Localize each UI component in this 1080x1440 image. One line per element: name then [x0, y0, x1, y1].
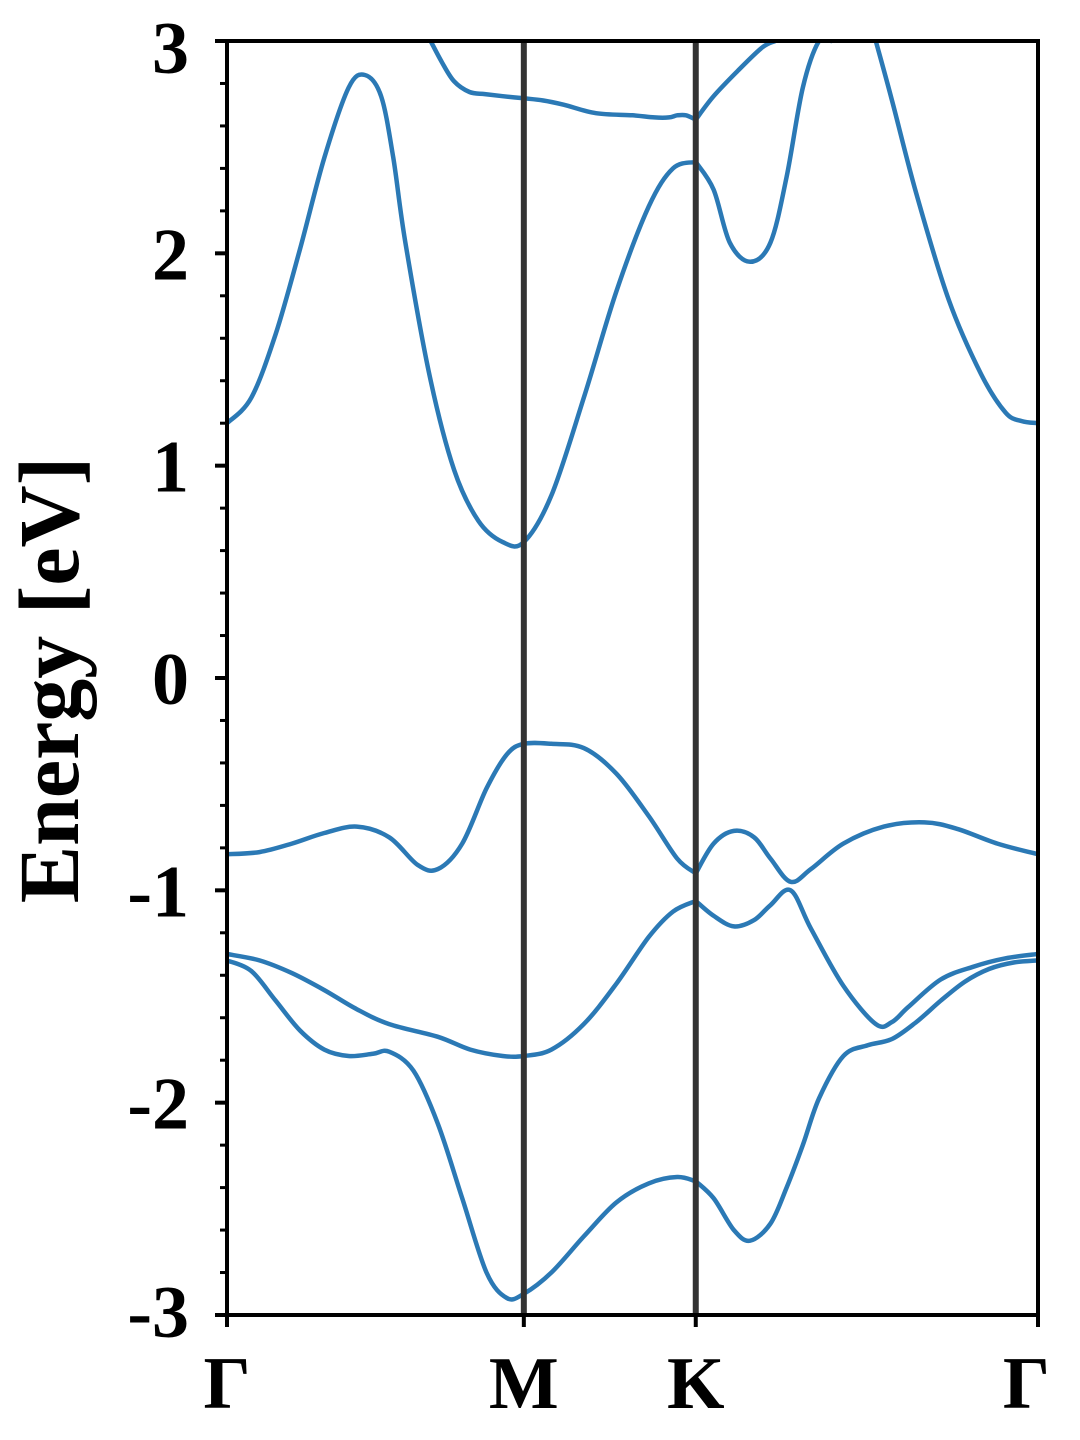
- band-line-10: [227, 958, 699, 1302]
- band-line-4: [693, 41, 834, 265]
- y-tick-label: 3: [152, 8, 189, 90]
- band-line-9: [693, 887, 1038, 1030]
- band-line-1: [428, 41, 699, 122]
- x-tick-label: Γ: [203, 1343, 250, 1425]
- y-axis-label: Energy [eV]: [1, 457, 97, 904]
- kpath-lines-layer: [520, 41, 699, 1315]
- y-tick-label: -2: [127, 1064, 189, 1146]
- band-line-8: [227, 898, 699, 1059]
- band-line-5: [873, 41, 1038, 426]
- y-tick-label: 0: [152, 639, 189, 721]
- x-tick-label: M: [489, 1343, 559, 1425]
- y-tick-label: 2: [152, 214, 189, 296]
- band-line-2: [693, 41, 778, 122]
- plot-frame: [225, 39, 1040, 1317]
- y-tick-label: -3: [127, 1272, 189, 1354]
- bands-layer: [227, 41, 1038, 1302]
- y-ticks-layer: -3 -2 -1 0 1 2 3: [127, 8, 227, 1354]
- band-line-6: [227, 740, 699, 876]
- x-tick-label: Γ: [1003, 1343, 1050, 1425]
- band-line-7: [693, 820, 1038, 885]
- y-tick-label: -1: [127, 851, 189, 933]
- x-tick-label: K: [667, 1343, 725, 1425]
- band-line-11: [693, 958, 1038, 1244]
- band-line-3: [227, 72, 699, 549]
- y-tick-label: 1: [152, 427, 189, 509]
